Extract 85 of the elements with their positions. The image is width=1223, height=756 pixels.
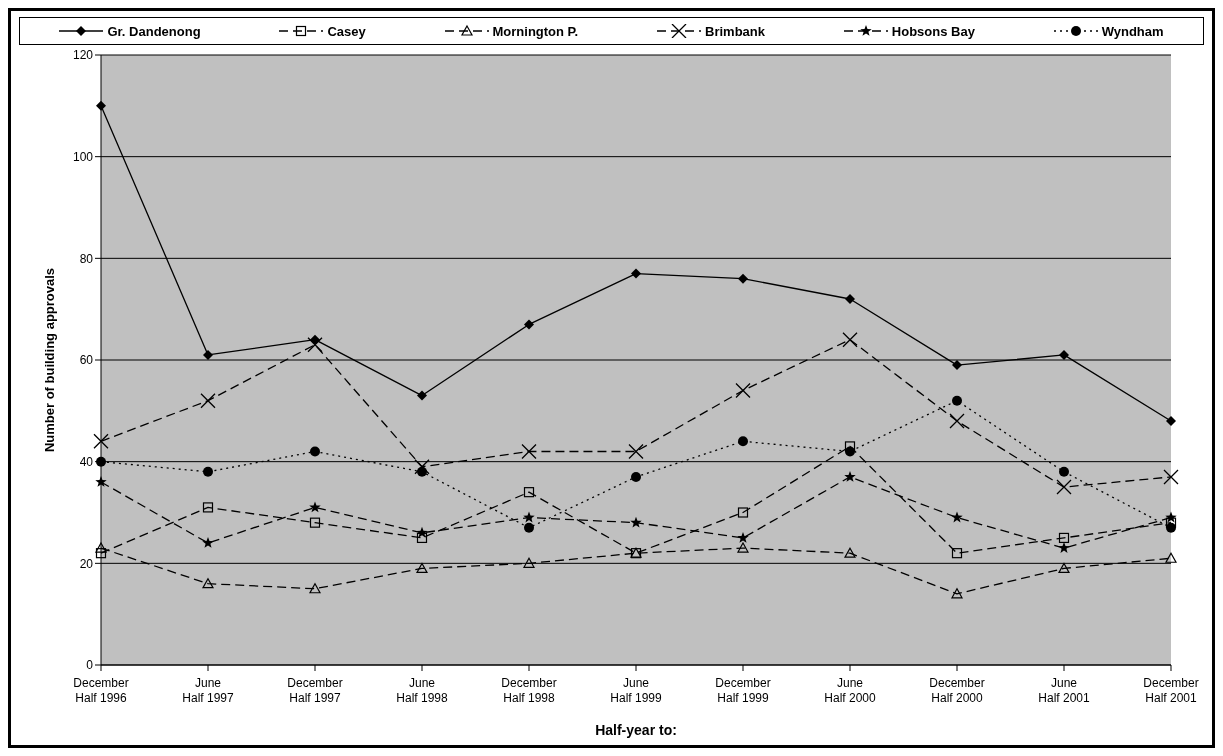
x-tick-label: December Half 2000	[929, 676, 985, 705]
point	[203, 349, 213, 360]
legend-label: Wyndham	[1100, 23, 1164, 39]
legend-label: Hobsons Bay	[890, 23, 975, 39]
point	[631, 268, 641, 279]
point	[416, 532, 428, 544]
point	[951, 548, 963, 559]
point	[1059, 466, 1069, 477]
point	[628, 443, 644, 460]
point	[952, 360, 962, 371]
point	[1166, 416, 1176, 426]
x-tick-label: June Half 1999	[610, 676, 663, 705]
point	[1165, 552, 1177, 563]
point	[1058, 562, 1070, 574]
y-tick-label: 40	[79, 454, 94, 469]
legend-label: Gr. Dandenong	[106, 23, 201, 39]
point	[521, 443, 537, 460]
point	[738, 436, 748, 447]
point	[842, 332, 858, 348]
point	[1166, 522, 1176, 533]
x-tick-label: December Half 1996	[73, 676, 129, 705]
point	[738, 273, 748, 284]
point	[1165, 517, 1177, 528]
point	[200, 393, 216, 409]
x-tick-label: December Half 1999	[715, 676, 771, 705]
point	[93, 433, 109, 449]
point	[95, 548, 107, 559]
point	[844, 441, 856, 452]
x-tick-label: June Half 1997	[182, 676, 235, 705]
point	[1059, 349, 1069, 360]
point	[203, 466, 213, 477]
point	[1056, 479, 1072, 495]
x-tick-label: June Half 1998	[396, 676, 449, 705]
point	[310, 446, 320, 457]
point	[631, 471, 641, 482]
point	[845, 446, 855, 457]
y-axis-title: Number of building approvals	[41, 267, 57, 453]
point	[95, 542, 107, 553]
point	[414, 459, 430, 475]
point	[309, 517, 321, 528]
point	[949, 413, 965, 429]
point	[202, 537, 214, 548]
y-tick-label: 80	[79, 251, 94, 266]
x-tick-label: December Half 1997	[287, 676, 343, 705]
point	[309, 501, 321, 513]
point	[524, 319, 534, 330]
point	[202, 502, 214, 513]
y-tick-label: 100	[72, 149, 94, 164]
x-tick-label: June Half 2001	[1038, 676, 1091, 705]
point	[95, 476, 107, 487]
point	[844, 547, 856, 558]
point	[630, 516, 642, 528]
point	[417, 390, 427, 401]
point	[737, 531, 749, 543]
point	[735, 382, 751, 399]
y-tick-label: 60	[79, 353, 94, 368]
legend-label: Mornington P.	[491, 23, 579, 39]
x-tick-label: December Half 1998	[501, 676, 557, 705]
x-tick-label: December Half 2001	[1143, 676, 1199, 705]
point	[951, 588, 963, 599]
point	[845, 294, 855, 304]
point	[524, 522, 534, 533]
point	[737, 507, 749, 518]
point	[307, 337, 323, 353]
point	[416, 562, 428, 574]
point	[737, 542, 749, 553]
point	[96, 100, 106, 111]
legend-label: Casey	[326, 23, 366, 39]
point	[523, 487, 535, 498]
legend-label: Brimbank	[704, 23, 765, 39]
point	[1058, 532, 1070, 544]
point	[952, 395, 962, 406]
point	[417, 466, 427, 477]
point	[1163, 469, 1179, 485]
point	[202, 578, 214, 589]
point	[844, 470, 856, 482]
point	[1058, 542, 1070, 553]
point	[309, 583, 321, 594]
y-tick-label: 0	[86, 658, 94, 673]
point	[523, 557, 535, 568]
y-tick-label: 120	[72, 48, 94, 63]
x-axis-title: Half-year to:	[595, 722, 677, 738]
y-tick-label: 20	[79, 556, 94, 571]
point	[416, 526, 428, 538]
x-tick-label: June Half 2000	[824, 676, 877, 705]
